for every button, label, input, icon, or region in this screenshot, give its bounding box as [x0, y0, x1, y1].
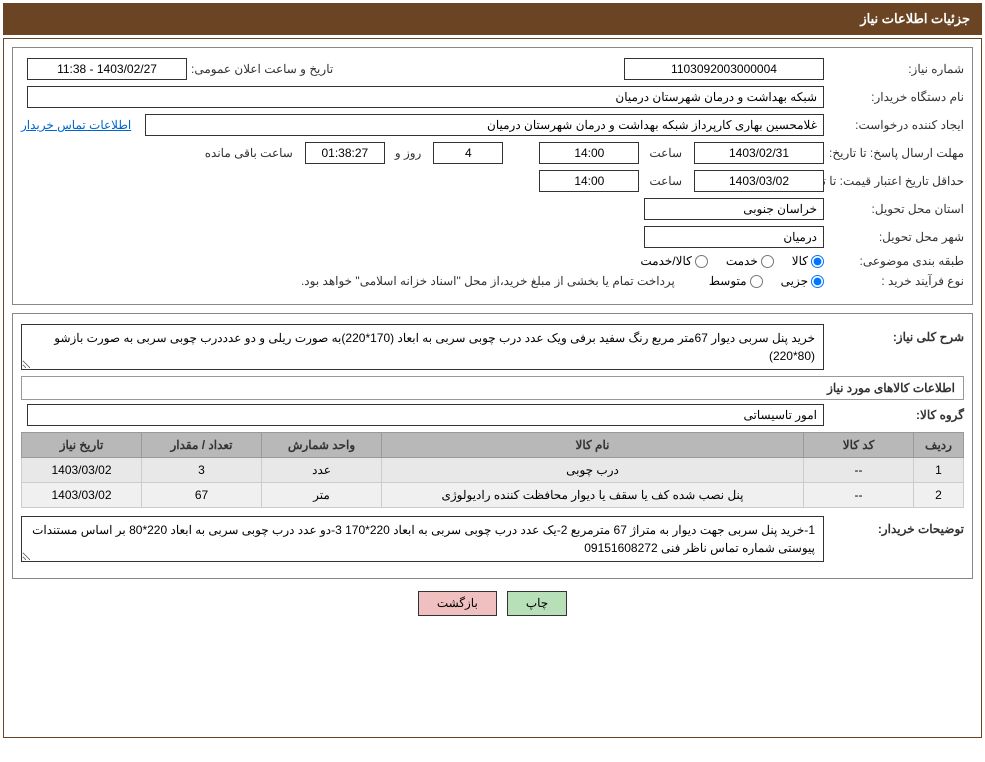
buyer-device-field: شبکه بهداشت و درمان شهرستان درمیان [27, 86, 824, 108]
city-label: شهر محل تحویل: [824, 230, 964, 244]
table-row: 2--پنل نصب شده کف یا سقف یا دیوار محافظت… [22, 483, 964, 508]
deadline-time-field: 14:00 [539, 142, 639, 164]
deadline-date-field: 1403/02/31 [694, 142, 824, 164]
time-label-1: ساعت [645, 146, 682, 160]
table-cell: 1403/03/02 [22, 458, 142, 483]
general-info-section: شماره نیاز: 1103092003000004 تاریخ و ساع… [12, 47, 973, 305]
buyer-notes-label: توضیحات خریدار: [824, 516, 964, 536]
province-field: خراسان جنوبی [644, 198, 824, 220]
button-row: چاپ بازگشت [12, 591, 973, 616]
buyer-notes-field[interactable]: 1-خرید پنل سربی جهت دیوار به متراژ 67 مت… [21, 516, 824, 562]
province-label: استان محل تحویل: [824, 202, 964, 216]
process-radio-group: جزیی متوسط [695, 274, 824, 288]
category-label: طبقه بندی موضوعی: [824, 254, 964, 268]
announce-label: تاریخ و ساعت اعلان عمومی: [187, 62, 333, 76]
proc-medium-radio[interactable]: متوسط [709, 274, 763, 288]
countdown-field: 01:38:27 [305, 142, 385, 164]
group-field: امور تاسیساتی [27, 404, 824, 426]
requester-label: ایجاد کننده درخواست: [824, 118, 964, 132]
table-cell: 2 [914, 483, 964, 508]
city-field: درمیان [644, 226, 824, 248]
table-cell: 3 [142, 458, 262, 483]
general-desc-field[interactable]: خرید پنل سربی دیوار 67متر مربع رنگ سفید … [21, 324, 824, 370]
page-title: جزئیات اطلاعات نیاز [3, 3, 982, 35]
table-cell: 1403/03/02 [22, 483, 142, 508]
process-label: نوع فرآیند خرید : [824, 274, 964, 288]
table-cell: 1 [914, 458, 964, 483]
min-valid-time-field: 14:00 [539, 170, 639, 192]
table-cell: -- [804, 483, 914, 508]
remaining-label: ساعت باقی مانده [201, 146, 293, 160]
need-details-section: شرح کلی نیاز: خرید پنل سربی دیوار 67متر … [12, 313, 973, 579]
table-row: 1--درب چوبیعدد31403/03/02 [22, 458, 964, 483]
table-header: ردیف [914, 433, 964, 458]
table-header: واحد شمارش [262, 433, 382, 458]
table-header: نام کالا [382, 433, 804, 458]
table-header: کد کالا [804, 433, 914, 458]
items-header: اطلاعات کالاهای مورد نیاز [21, 376, 964, 400]
requester-field: غلامحسین بهاری کارپرداز شبکه بهداشت و در… [145, 114, 824, 136]
deadline-label: مهلت ارسال پاسخ: تا تاریخ: [824, 146, 964, 160]
min-valid-date-field: 1403/03/02 [694, 170, 824, 192]
group-label: گروه کالا: [824, 408, 964, 422]
days-remaining-field: 4 [433, 142, 503, 164]
cat-goods-radio[interactable]: کالا [792, 254, 824, 268]
need-number-field: 1103092003000004 [624, 58, 824, 80]
category-radio-group: کالا خدمت کالا/خدمت [626, 254, 824, 268]
table-cell: -- [804, 458, 914, 483]
table-cell: درب چوبی [382, 458, 804, 483]
table-cell: 67 [142, 483, 262, 508]
buyer-device-label: نام دستگاه خریدار: [824, 90, 964, 104]
announce-field: 1403/02/27 - 11:38 [27, 58, 187, 80]
print-button[interactable]: چاپ [507, 591, 567, 616]
general-desc-label: شرح کلی نیاز: [824, 324, 964, 344]
table-cell: عدد [262, 458, 382, 483]
proc-minor-radio[interactable]: جزیی [781, 274, 824, 288]
table-header: تعداد / مقدار [142, 433, 262, 458]
items-table: ردیفکد کالانام کالاواحد شمارشتعداد / مقد… [21, 432, 964, 508]
main-container: شماره نیاز: 1103092003000004 تاریخ و ساع… [3, 38, 982, 738]
cat-goods-service-radio[interactable]: کالا/خدمت [640, 254, 707, 268]
need-number-label: شماره نیاز: [824, 62, 964, 76]
table-cell: پنل نصب شده کف یا سقف یا دیوار محافظت کن… [382, 483, 804, 508]
process-note: پرداخت تمام یا بخشی از مبلغ خرید،از محل … [301, 274, 675, 288]
min-valid-label: حداقل تاریخ اعتبار قیمت: تا تاریخ: [824, 174, 964, 188]
back-button[interactable]: بازگشت [418, 591, 497, 616]
time-label-2: ساعت [645, 174, 682, 188]
table-cell: متر [262, 483, 382, 508]
table-header: تاریخ نیاز [22, 433, 142, 458]
days-and-label: روز و [391, 146, 422, 160]
cat-service-radio[interactable]: خدمت [726, 254, 774, 268]
buyer-contact-link[interactable]: اطلاعات تماس خریدار [21, 118, 131, 132]
